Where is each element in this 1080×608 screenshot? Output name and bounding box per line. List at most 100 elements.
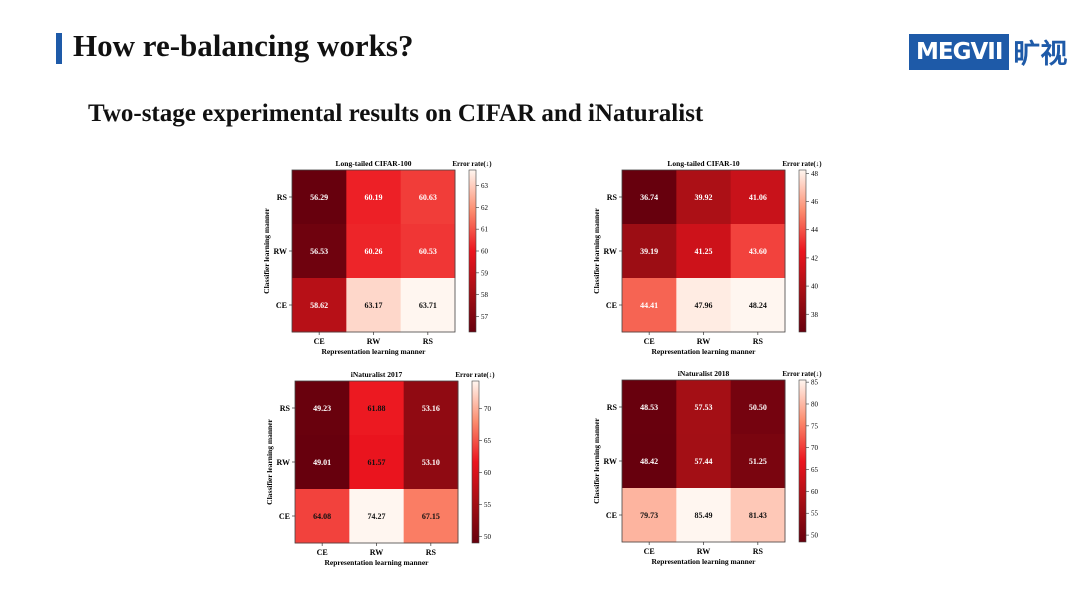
colorbar-tick-label: 55 — [811, 510, 819, 518]
colorbar-tick-label: 61 — [481, 226, 489, 234]
x-axis-label: Representation learning manner — [321, 347, 426, 356]
cell-value-label: 67.15 — [422, 512, 440, 521]
heatmap-cell — [403, 435, 459, 490]
heatmap-cell — [730, 278, 786, 333]
heatmap-cifar10: Long-tailed CIFAR-10 36.74 39.92 41.06 39.19… — [592, 159, 822, 356]
heatmap-cell — [622, 170, 677, 225]
y-tick-label: CE — [276, 301, 287, 310]
heatmap-inat2017: iNaturalist 2017 49.23 61.88 53.16 49.01 61.5… — [265, 370, 495, 567]
cell-value-label: 81.43 — [749, 511, 767, 520]
colorbar-tick-label: 70 — [811, 444, 819, 452]
heatmap-cell — [622, 224, 677, 279]
colorbar-tick-label: 65 — [484, 437, 492, 445]
colorbar-tick-label: 42 — [811, 254, 819, 262]
cell-value-label: 56.29 — [310, 193, 328, 202]
x-tick-label: CE — [317, 548, 328, 557]
heatmap-cell — [349, 489, 405, 544]
heatmap-cell — [400, 170, 456, 225]
cell-value-label: 39.19 — [640, 247, 658, 256]
cell-value-label: 47.96 — [695, 301, 713, 310]
colorbar-tick-label: 58 — [481, 291, 489, 299]
heatmap-cell — [292, 224, 347, 279]
cell-value-label: 64.08 — [313, 512, 331, 521]
cell-value-label: 44.41 — [640, 301, 658, 310]
title-accent-bar — [56, 33, 62, 64]
logo-text: MEGVII — [909, 33, 1010, 70]
cell-value-label: 56.53 — [310, 247, 328, 256]
cell-value-label: 85.49 — [695, 511, 713, 520]
heatmap-cell — [622, 380, 677, 435]
colorbar-tick-label: 65 — [811, 466, 819, 474]
colorbar-tick-label: 60 — [481, 248, 489, 256]
colorbar-tick-label: 60 — [484, 469, 492, 477]
cell-value-label: 60.53 — [419, 247, 437, 256]
x-tick-label: RS — [423, 337, 434, 346]
heatmap-cell — [295, 489, 350, 544]
colorbar — [798, 379, 807, 543]
heatmap-cell — [295, 381, 350, 436]
megvii-logo: MEGVII 旷视 — [909, 32, 1067, 71]
cell-value-label: 57.53 — [695, 403, 713, 412]
chart-title: iNaturalist 2017 — [351, 370, 403, 379]
heatmap-cell — [292, 278, 347, 333]
colorbar-tick-label: 50 — [811, 532, 819, 540]
colorbar-tick-label: 59 — [481, 269, 489, 277]
heatmap-cell — [292, 170, 347, 225]
x-tick-label: CE — [644, 547, 655, 556]
colorbar-tick-label: 46 — [811, 198, 819, 206]
y-tick-label: RW — [277, 458, 291, 467]
heatmap-cell — [403, 381, 459, 436]
colorbar — [468, 169, 477, 333]
colorbar-tick-label: 40 — [811, 283, 819, 291]
heatmap-cell — [622, 434, 677, 489]
colorbar-tick-label: 80 — [811, 400, 819, 408]
logo-cn: 旷视 — [1013, 39, 1068, 70]
x-axis-label: Representation learning manner — [651, 557, 756, 566]
colorbar-tick-label: 57 — [481, 313, 489, 321]
colorbar-label: Error rate(↓) — [452, 160, 492, 168]
cell-value-label: 39.92 — [695, 193, 713, 202]
heatmap-cell — [730, 380, 786, 435]
y-tick-label: CE — [606, 301, 617, 310]
heatmap-cifar100: Long-tailed CIFAR-100 56.29 60.19 60.63 56.5… — [262, 159, 492, 356]
cell-value-label: 43.60 — [749, 247, 767, 256]
colorbar-tick-label: 62 — [481, 204, 489, 212]
cell-value-label: 58.62 — [310, 301, 328, 310]
colorbar-tick-label: 38 — [811, 311, 819, 319]
cell-value-label: 51.25 — [749, 457, 767, 466]
slide-subtitle: Two-stage experimental results on CIFAR … — [88, 100, 704, 127]
heatmap-cell — [349, 435, 405, 490]
heatmap-cell — [730, 224, 786, 279]
heatmap-cell — [676, 278, 732, 333]
cell-value-label: 57.44 — [695, 457, 713, 466]
x-tick-label: RW — [370, 548, 384, 557]
heatmap-cell — [730, 488, 786, 543]
y-tick-label: RS — [280, 404, 291, 413]
heatmap-cell — [400, 278, 456, 333]
heatmap-cell — [676, 434, 732, 489]
heatmap-cell — [676, 224, 732, 279]
heatmap-cell — [346, 278, 402, 333]
cell-value-label: 49.01 — [313, 458, 331, 467]
cell-value-label: 53.10 — [422, 458, 440, 467]
x-tick-label: CE — [644, 337, 655, 346]
heatmap-cell — [676, 488, 732, 543]
heatmap-cell — [622, 488, 677, 543]
colorbar-tick-label: 60 — [811, 488, 819, 496]
chart-title: Long-tailed CIFAR-10 — [667, 159, 739, 168]
y-tick-label: RW — [274, 247, 288, 256]
slide-title: How re-balancing works? — [73, 28, 414, 63]
colorbar-tick-label: 50 — [484, 533, 492, 541]
colorbar-label: Error rate(↓) — [782, 160, 822, 168]
cell-value-label: 79.73 — [640, 511, 658, 520]
heatmap-cell — [622, 278, 677, 333]
y-tick-label: RW — [604, 457, 618, 466]
chart-title: iNaturalist 2018 — [678, 369, 730, 378]
y-tick-label: RS — [277, 193, 288, 202]
x-tick-label: RS — [753, 337, 764, 346]
y-tick-label: RW — [604, 247, 618, 256]
colorbar-tick-label: 70 — [484, 405, 492, 413]
x-tick-label: RW — [367, 337, 381, 346]
cell-value-label: 60.63 — [419, 193, 437, 202]
cell-value-label: 36.74 — [640, 193, 658, 202]
